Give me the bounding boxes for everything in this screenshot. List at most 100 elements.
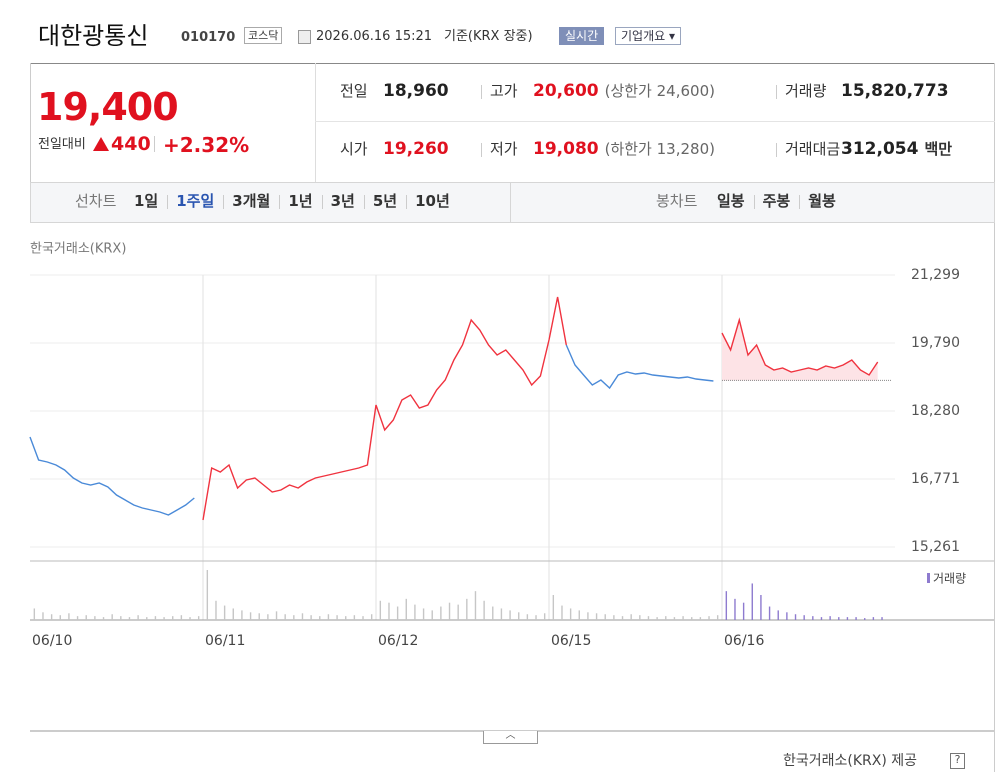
volume-bar	[613, 615, 615, 620]
tab[interactable]: 월봉	[808, 192, 836, 210]
volume-bar	[137, 615, 139, 620]
volume-bar	[258, 613, 260, 620]
volume-bar	[526, 614, 529, 620]
cell-sep	[776, 143, 777, 157]
chart-source: 한국거래소(KRX)	[30, 242, 126, 257]
company-button[interactable]: 기업개요 ▾	[615, 27, 682, 45]
volume-bar	[474, 591, 477, 620]
x-tick-label: 06/16	[724, 633, 764, 649]
volume-bar	[267, 614, 269, 620]
tab-sep	[799, 195, 801, 209]
volume-bar	[682, 616, 684, 620]
volume-bar	[422, 608, 425, 620]
volume-bar	[716, 615, 719, 620]
cell-sep	[776, 85, 777, 99]
stock-code: 010170	[181, 30, 236, 45]
volume-bar	[639, 615, 641, 620]
volume-bar	[543, 613, 546, 620]
volume-bar	[76, 616, 79, 620]
tab-divider	[510, 183, 511, 222]
change-rate: +2.32%	[163, 133, 250, 157]
volume-bar	[838, 617, 840, 620]
volume-bar	[673, 617, 676, 620]
volume-bar	[85, 615, 87, 620]
cell-value: 15,820,773	[841, 81, 949, 101]
volume-bar	[396, 606, 399, 620]
volume-bar	[691, 617, 693, 620]
x-tick-label: 06/12	[378, 633, 418, 649]
x-tick-label: 06/10	[32, 633, 72, 649]
volume-bar	[33, 608, 36, 620]
box-right	[994, 63, 995, 772]
volume-bar	[102, 617, 105, 620]
volume-bar	[50, 614, 53, 620]
volume-bar	[180, 615, 183, 620]
footer-credit: 한국거래소(KRX) 제공	[783, 753, 918, 769]
volume-bar	[578, 610, 580, 620]
tab-sep	[279, 195, 281, 209]
cell-value: 18,960	[383, 81, 449, 101]
volume-bar	[362, 616, 364, 620]
collapse-button[interactable]: ︿	[483, 731, 538, 744]
tab-sep	[167, 195, 169, 209]
volume-bar	[293, 615, 295, 620]
volume-bar	[232, 608, 234, 620]
volume-bar	[786, 612, 788, 620]
x-tick-label: 06/15	[551, 633, 591, 649]
volume-bar	[812, 616, 814, 620]
tab[interactable]: 일봉	[717, 192, 745, 210]
volume-bar	[327, 614, 330, 620]
change-sep	[154, 136, 155, 152]
tab[interactable]: 주봉	[762, 192, 791, 210]
volume-bar	[881, 617, 883, 620]
volume-bar	[595, 613, 598, 620]
tab[interactable]: 3년	[330, 192, 355, 210]
cell-value: 19,260	[383, 139, 449, 159]
volume-bar	[647, 616, 650, 620]
volume-bar	[630, 614, 632, 620]
cell-value: 19,080	[533, 139, 599, 159]
x-tick-label: 06/11	[205, 633, 245, 649]
y-tick-label: 21,299	[911, 267, 960, 283]
tab[interactable]: 1주일	[176, 192, 215, 210]
tab-sep	[406, 195, 408, 209]
volume-bar	[120, 616, 122, 620]
tab-sep	[223, 195, 225, 209]
cell-value: 312,054	[841, 139, 919, 159]
price-divider	[315, 63, 316, 182]
volume-bar	[820, 617, 823, 620]
cell-value: 20,600	[533, 81, 599, 101]
calendar-icon	[298, 30, 311, 44]
volume-bar	[846, 617, 849, 620]
cell-sep	[481, 85, 482, 99]
volume-bar	[336, 615, 338, 620]
volume-bar	[284, 614, 286, 620]
tab[interactable]: 1년	[288, 192, 313, 210]
volume-bar	[561, 605, 563, 620]
volume-bar	[777, 610, 779, 620]
volume-bar	[59, 615, 61, 620]
tab[interactable]: 1일	[134, 192, 159, 210]
volume-bar	[864, 618, 866, 620]
tab[interactable]: 5년	[372, 192, 398, 210]
y-tick-label: 18,280	[911, 403, 960, 419]
tab-sep	[363, 195, 365, 209]
volume-bar	[68, 613, 70, 620]
realtime-button[interactable]: 실시간	[559, 27, 605, 45]
tab[interactable]: 10년	[415, 192, 450, 210]
volume-bar	[189, 617, 191, 620]
volume-bar	[345, 616, 347, 620]
volume-bar	[734, 598, 736, 620]
tab-sep	[321, 195, 323, 209]
box-top	[30, 63, 995, 64]
current-price: 19,400	[37, 85, 179, 129]
tab[interactable]: 3개월	[232, 192, 271, 210]
volume-bar	[388, 602, 390, 620]
volume-bar	[440, 606, 442, 620]
help-icon[interactable]: ?	[950, 753, 965, 769]
volume-bar	[509, 610, 511, 620]
volume-bar	[751, 583, 753, 620]
volume-bar	[206, 570, 209, 620]
volume-bar	[518, 612, 520, 620]
volume-bar	[552, 595, 555, 620]
